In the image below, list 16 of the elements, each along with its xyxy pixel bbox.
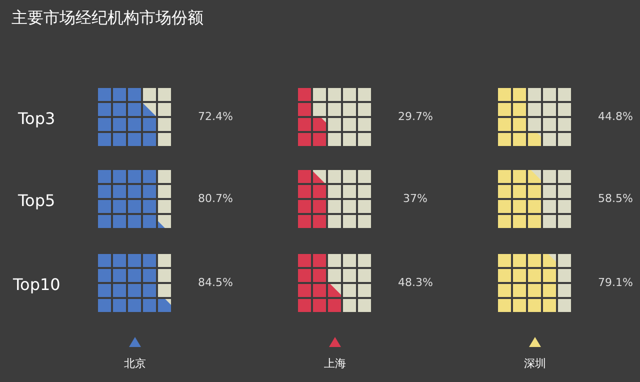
data-label: 37% [403,192,428,205]
data-label: 58.5% [598,192,633,205]
legend-label: 上海 [324,357,346,370]
legend-label: 北京 [124,357,146,370]
data-label: 84.5% [198,276,233,289]
data-label: 72.4% [198,110,233,123]
data-label: 48.3% [398,276,433,289]
data-label: 79.1% [598,276,633,289]
data-label: 29.7% [398,110,433,123]
data-label: 80.7% [198,192,233,205]
category-label: Top5 [17,191,56,210]
data-label: 44.8% [598,110,633,123]
category-label: Top10 [12,275,60,294]
legend-label: 深圳 [524,357,546,370]
category-label: Top3 [17,109,56,128]
text: 主要市场经纪机构市场份额 [12,8,204,27]
